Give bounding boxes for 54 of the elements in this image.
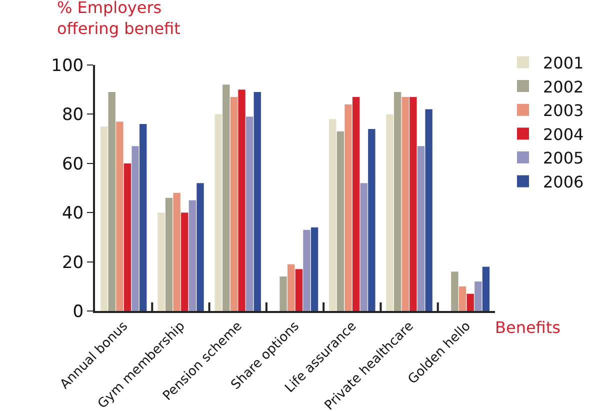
bar [165,198,173,311]
bar [451,272,458,311]
bar [394,92,402,311]
bar [222,84,230,311]
bar [196,183,204,311]
bar [402,96,409,311]
bar [352,96,360,311]
bar [100,126,108,311]
bar [482,266,490,311]
bar [280,276,287,311]
bar [132,146,139,311]
y-tick-label: 40 [62,204,84,224]
bar [329,119,336,311]
y-tick-label: 60 [62,154,84,174]
y-axis-title: % Employers offering benefit [57,0,180,38]
bar [466,294,474,311]
bar [288,264,295,311]
legend-label: 2001 [543,53,584,72]
bar [230,96,238,311]
bar [410,96,417,311]
bar [158,212,165,311]
x-axis-title: Benefits [495,318,560,337]
bar [368,128,376,311]
y-tick-label: 0 [72,302,84,322]
bar [474,281,482,311]
bar [140,124,147,311]
bar [181,212,188,311]
legend-label: 2003 [543,101,584,120]
bar [360,183,368,311]
bar [214,114,222,311]
y-tick-label: 80 [62,105,84,126]
legend-label: 2004 [543,124,584,144]
bar [295,269,302,311]
bar [108,92,116,311]
bar [425,109,432,311]
legend-label: 2005 [543,148,584,168]
bar [336,131,344,311]
bar [124,163,132,311]
bar [238,90,246,311]
y-tick-label: 20 [62,252,84,273]
bar [386,114,394,311]
bar [417,146,425,311]
legend-label: 2006 [543,172,584,192]
bar [116,122,124,311]
bar [173,192,180,311]
bar [310,227,318,311]
bar [344,104,352,311]
bar [458,286,466,311]
legend-label: 2002 [543,77,584,96]
bar [254,92,261,311]
bar [188,200,196,311]
bar [246,116,254,311]
bar [303,230,310,311]
y-tick-label: 100 [51,56,84,76]
